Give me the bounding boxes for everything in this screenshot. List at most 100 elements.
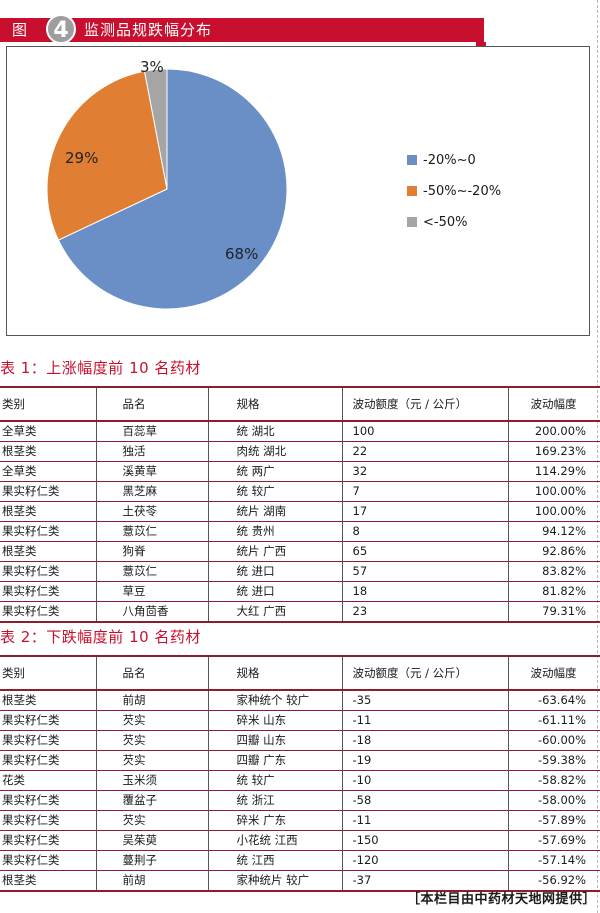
figure-header: 图 4 监测品规跌幅分布 bbox=[0, 14, 486, 52]
col-header-name: 品名 bbox=[95, 387, 208, 421]
table-row: 果实籽仁类 薏苡仁统 进口 57 83.82% bbox=[0, 561, 600, 582]
cell-change-rate: 114.29% bbox=[507, 461, 600, 482]
figure-label: 图 bbox=[12, 21, 28, 39]
cell-change-amount: 57 bbox=[341, 561, 508, 582]
col-header-spec: 规格 bbox=[207, 387, 342, 421]
figure-title: 监测品规跌幅分布 bbox=[84, 21, 213, 39]
cell-change-amount: -35 bbox=[341, 690, 508, 711]
col-header-category: 类别 bbox=[2, 397, 25, 411]
table1-title: 表 1：上涨幅度前 10 名药材 bbox=[0, 359, 201, 377]
cell-name: 吴茱萸 bbox=[95, 830, 208, 851]
table-row: 全草类 百蕊草统 湖北 100 200.00% bbox=[0, 421, 600, 442]
pie-slice-1 bbox=[46, 70, 168, 241]
cell-category: 全草类 bbox=[2, 464, 37, 478]
cell-spec: 家种统片 较广 bbox=[207, 870, 342, 891]
cell-change-amount: 32 bbox=[341, 461, 508, 482]
table-row: 根茎类 狗脊 统片 广西 65 92.86% bbox=[0, 541, 600, 562]
cell-spec: 四瓣 广东 bbox=[207, 750, 342, 771]
cell-name: 黑芝麻 bbox=[95, 481, 208, 502]
col-header-change-amount: 波动额度（元 / 公斤） bbox=[341, 656, 508, 690]
cell-change-rate: 94.12% bbox=[507, 521, 600, 542]
cell-spec: 统片 湖南 bbox=[207, 501, 342, 522]
legend-swatch bbox=[407, 155, 417, 165]
cell-name: 薏苡仁 bbox=[95, 521, 208, 542]
cell-category: 果实籽仁类 bbox=[2, 484, 60, 498]
cell-change-amount: -11 bbox=[341, 810, 508, 831]
cell-name: 芡实 bbox=[95, 710, 208, 731]
cell-name: 芡实 bbox=[95, 730, 208, 751]
cell-spec: 碎米 山东 bbox=[207, 710, 342, 731]
cell-change-rate: -57.14% bbox=[507, 850, 600, 871]
cell-category: 果实籽仁类 bbox=[2, 793, 60, 807]
table2-falling-herbs: 类别 品名 规格 波动额度（元 / 公斤） 波动幅度 根茎类 前胡 家种统个 较广 -… bbox=[0, 655, 600, 892]
figure-title-bar bbox=[0, 18, 484, 42]
cell-name: 狗脊 bbox=[95, 541, 208, 562]
cell-spec: 统 进口 bbox=[207, 561, 342, 582]
cell-category: 果实籽仁类 bbox=[2, 833, 60, 847]
legend-item: -20%~0 bbox=[407, 150, 501, 170]
cell-change-rate: -63.64% bbox=[507, 690, 600, 711]
cell-change-amount: -37 bbox=[341, 870, 508, 891]
table-row: 果实籽仁类 覆盆子统 浙江 -58 -58.00% bbox=[0, 790, 600, 811]
cell-category: 果实籽仁类 bbox=[2, 524, 60, 538]
slice-label-0: 68% bbox=[225, 245, 259, 263]
cell-spec: 肉统 湖北 bbox=[207, 441, 342, 462]
cell-change-amount: 65 bbox=[341, 541, 508, 562]
cell-category: 根茎类 bbox=[2, 504, 37, 518]
table-row: 根茎类 前胡 家种统个 较广 -35 -63.64% bbox=[0, 690, 600, 711]
table-row: 根茎类 独活 肉统 湖北 22 169.23% bbox=[0, 441, 600, 462]
cell-change-rate: -61.11% bbox=[507, 710, 600, 731]
cell-change-amount: 7 bbox=[341, 481, 508, 502]
slice-label-2: 3% bbox=[140, 58, 164, 76]
cell-change-rate: 200.00% bbox=[507, 421, 600, 442]
cell-change-amount: -120 bbox=[341, 850, 508, 871]
table-row: 果实籽仁类 芡实 四瓣 山东 -18 -60.00% bbox=[0, 730, 600, 751]
cell-spec: 碎米 广东 bbox=[207, 810, 342, 831]
legend-swatch bbox=[407, 217, 417, 227]
table-row: 果实籽仁类 蔓荆子统 江西 -120 -57.14% bbox=[0, 850, 600, 871]
cell-spec: 大红 广西 bbox=[207, 601, 342, 622]
pie-slice-2 bbox=[143, 68, 168, 190]
cell-name: 八角茴香 bbox=[95, 601, 208, 622]
cell-change-amount: -150 bbox=[341, 830, 508, 851]
legend-swatch bbox=[407, 186, 417, 196]
cell-name: 玉米须 bbox=[95, 770, 208, 791]
table-row: 果实籽仁类 吴茱萸 小花统 江西 -150 -57.69% bbox=[0, 830, 600, 851]
cell-category: 果实籽仁类 bbox=[2, 604, 60, 618]
cell-category: 果实籽仁类 bbox=[2, 753, 60, 767]
cell-change-rate: 81.82% bbox=[507, 581, 600, 602]
cell-change-amount: -58 bbox=[341, 790, 508, 811]
cell-spec: 统 湖北 bbox=[207, 421, 342, 442]
cell-name: 覆盆子 bbox=[95, 790, 208, 811]
table-row: 果实籽仁类 黑芝麻统 较广 7 100.00% bbox=[0, 481, 600, 502]
pie-chart bbox=[46, 68, 288, 310]
legend-item: -50%~-20% bbox=[407, 181, 501, 201]
legend-label: <-50% bbox=[423, 214, 468, 230]
slice-label-1: 29% bbox=[65, 149, 99, 167]
cell-change-rate: 100.00% bbox=[507, 501, 600, 522]
cell-spec: 统片 广西 bbox=[207, 541, 342, 562]
col-header-category: 类别 bbox=[2, 666, 25, 680]
cell-change-rate: 79.31% bbox=[507, 601, 600, 622]
cell-change-rate: -58.82% bbox=[507, 770, 600, 791]
legend-label: -50%~-20% bbox=[423, 183, 502, 199]
cell-change-rate: 100.00% bbox=[507, 481, 600, 502]
table-header-row: 类别 品名 规格 波动额度（元 / 公斤） 波动幅度 bbox=[0, 656, 600, 690]
cell-spec: 统 江西 bbox=[207, 850, 342, 871]
cell-name: 独活 bbox=[95, 441, 208, 462]
cell-change-amount: -10 bbox=[341, 770, 508, 791]
cell-change-rate: 83.82% bbox=[507, 561, 600, 582]
cell-name: 土茯苓 bbox=[95, 501, 208, 522]
cell-change-rate: -57.89% bbox=[507, 810, 600, 831]
table-row: 花类 玉米须统 较广 -10 -58.82% bbox=[0, 770, 600, 791]
table-row: 果实籽仁类 薏苡仁统 贵州 8 94.12% bbox=[0, 521, 600, 542]
pie-slice-0 bbox=[57, 68, 288, 310]
cell-spec: 统 贵州 bbox=[207, 521, 342, 542]
cell-name: 芡实 bbox=[95, 750, 208, 771]
cell-change-amount: 18 bbox=[341, 581, 508, 602]
legend-item: <-50% bbox=[407, 212, 501, 232]
cell-change-rate: 169.23% bbox=[507, 441, 600, 462]
table-row: 果实籽仁类 八角茴香 大红 广西 23 79.31% bbox=[0, 601, 600, 622]
table-row: 果实籽仁类 芡实 碎米 山东 -11 -61.11% bbox=[0, 710, 600, 731]
cell-category: 根茎类 bbox=[2, 544, 37, 558]
